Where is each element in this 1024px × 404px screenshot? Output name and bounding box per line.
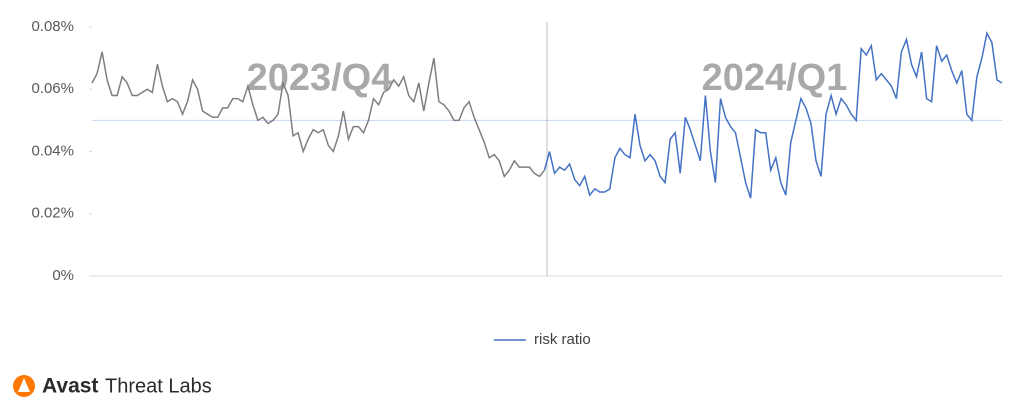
data-line	[91, 51, 546, 178]
data-line	[548, 30, 1003, 199]
period-label: 2023/Q4	[247, 57, 393, 99]
y-tick-label: 0.04%	[31, 142, 74, 159]
legend-label: risk ratio	[534, 331, 591, 348]
y-tick-label: 0.06%	[31, 80, 74, 97]
product: Threat Labs	[105, 375, 212, 397]
logo-glyph	[18, 378, 30, 392]
y-tick-label: 0%	[52, 267, 74, 284]
line-connector	[543, 151, 551, 171]
period-label: 2024/Q1	[702, 57, 848, 99]
brand: Avast	[42, 375, 98, 398]
y-tick-label: 0.02%	[31, 205, 74, 222]
y-tick-label: 0.08%	[31, 18, 74, 35]
logo	[13, 375, 35, 397]
